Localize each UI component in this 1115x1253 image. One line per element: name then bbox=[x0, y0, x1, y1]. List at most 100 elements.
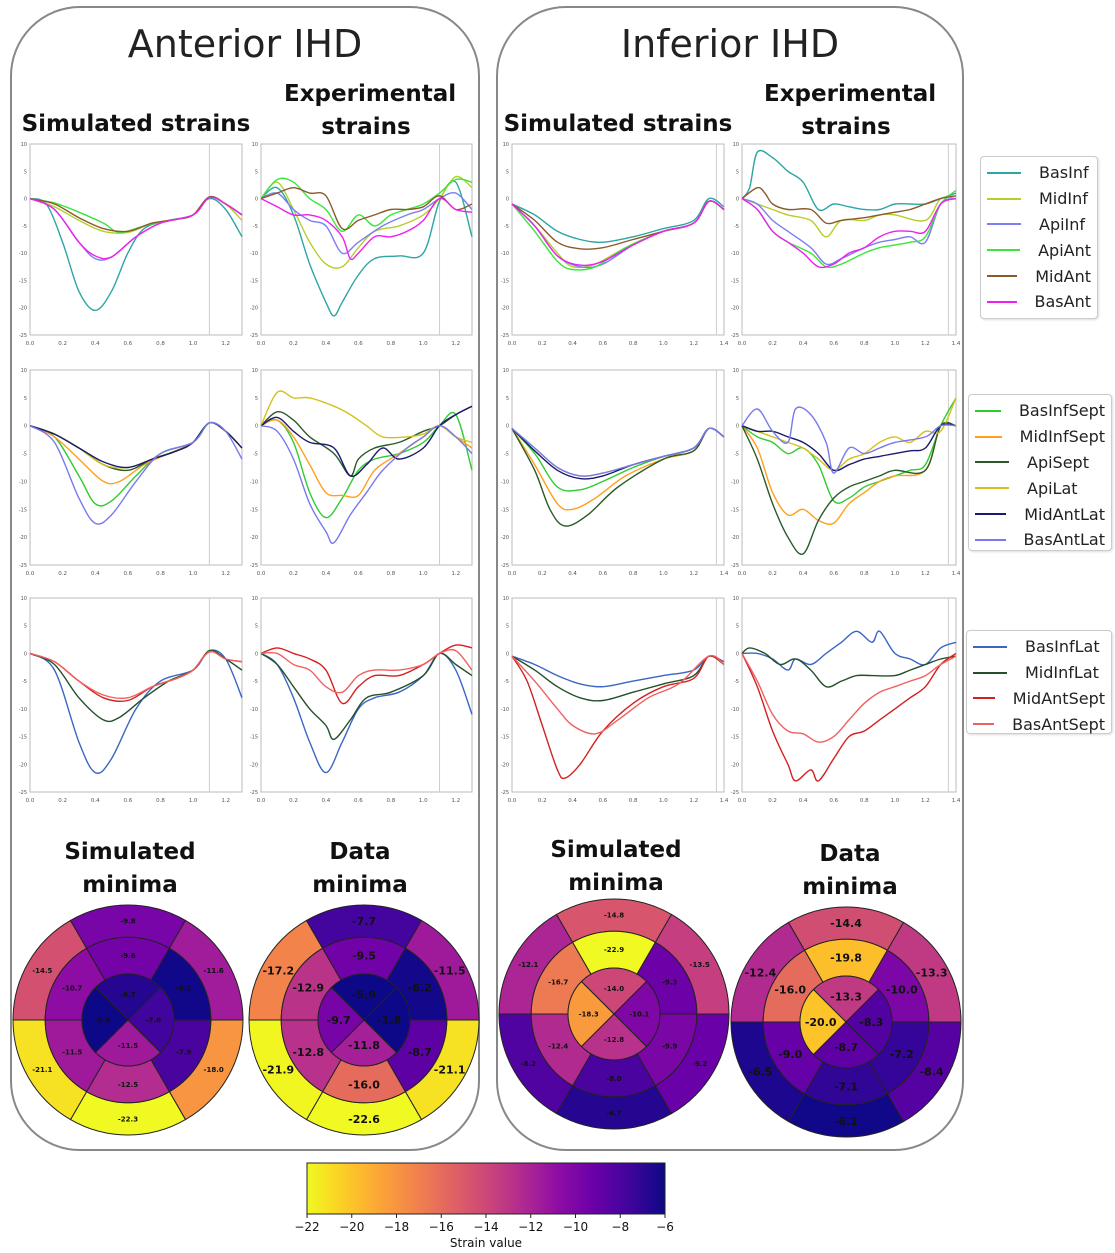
series-line-basantsept bbox=[511, 654, 725, 735]
legend-group-3: BasInfLat MidInfLat MidAntSept BasAntSep… bbox=[966, 630, 1112, 734]
legend-swatch bbox=[975, 435, 1002, 438]
series-line-basinfsept bbox=[741, 397, 957, 504]
plot-frame bbox=[29, 597, 243, 793]
x-tick-label: 1.0 bbox=[189, 798, 198, 804]
line-plot-10: 10 5 0 -5 -10 -15 -20 -25 0.0 0.2 0.4 0.6 0.8 1.0 1.2 bbox=[250, 596, 473, 804]
header-sim-minima-inferior: Simulated minima bbox=[550, 837, 682, 896]
legend-label: BasInfLat bbox=[1025, 637, 1100, 657]
x-tick-label: 0.4 bbox=[799, 571, 808, 577]
bullseye-inner-segment bbox=[812, 975, 880, 1023]
series-line-basinflat bbox=[741, 630, 957, 671]
legend-label: MidAntSept bbox=[1012, 688, 1105, 708]
x-tick-label: 1.0 bbox=[419, 341, 428, 347]
bullseye-value: -11.6 bbox=[204, 967, 224, 975]
y-tick-label: 0 bbox=[255, 197, 258, 203]
y-tick-label: 5 bbox=[736, 396, 739, 402]
bullseye-inner-segment bbox=[330, 1019, 398, 1067]
bullseye-value: -16.0 bbox=[348, 1078, 380, 1091]
bullseye-value: -12.4 bbox=[548, 1043, 568, 1051]
x-tick-label: 1.0 bbox=[189, 571, 198, 577]
y-tick-label: -25 bbox=[19, 333, 27, 339]
legend-swatch bbox=[975, 487, 1009, 490]
bullseye-value: -13.3 bbox=[830, 991, 862, 1004]
colorbar: −22 −20 −18 −16 −14 −12 −10 −8 −6 Strain value bbox=[294, 1162, 674, 1250]
series-line-apilat bbox=[741, 397, 957, 472]
series-line-midantsept bbox=[511, 655, 725, 780]
x-tick-label: 0.0 bbox=[738, 571, 747, 577]
bullseye-value: -16.7 bbox=[548, 978, 568, 986]
bullseye-value: -13.5 bbox=[690, 961, 710, 969]
y-tick-label: 10 bbox=[252, 142, 258, 148]
x-tick-label: 0.8 bbox=[156, 798, 165, 804]
bullseye-value: -18.3 bbox=[579, 1010, 599, 1018]
bullseye-value: -22.3 bbox=[118, 1115, 138, 1123]
bullseye-value: -14.0 bbox=[604, 985, 624, 993]
x-tick-label: 0.2 bbox=[289, 798, 298, 804]
bullseye-value: -21.1 bbox=[32, 1066, 52, 1074]
legend-item-basinfsept: BasInfSept bbox=[975, 398, 1105, 424]
bullseye-inner-segment bbox=[81, 986, 129, 1054]
y-tick-label: -15 bbox=[501, 735, 509, 741]
bullseye-value: -8.0 bbox=[606, 1075, 621, 1083]
bullseye-value: -6.5 bbox=[748, 1065, 772, 1078]
y-tick-label: -10 bbox=[501, 707, 509, 713]
y-tick-label: 5 bbox=[736, 169, 739, 175]
line-plot-6: 10 5 0 -5 -10 -15 -20 -25 0.0 0.2 0.4 0.6 0.8 1.0 1.2 bbox=[250, 368, 473, 577]
y-tick-label: -10 bbox=[19, 251, 27, 257]
y-tick-label: -25 bbox=[250, 563, 258, 569]
bullseye-value: -7.1 bbox=[834, 1080, 858, 1093]
y-tick-label: -10 bbox=[250, 707, 258, 713]
y-tick-label: -15 bbox=[19, 278, 27, 284]
y-tick-label: -20 bbox=[731, 306, 739, 312]
series-line-basinf bbox=[260, 180, 473, 317]
plot-frame bbox=[260, 369, 473, 566]
series-line-midantlat bbox=[741, 423, 957, 472]
bullseye-value: -8.7 bbox=[834, 1041, 858, 1054]
x-tick-label: 0.6 bbox=[598, 571, 607, 577]
legend-swatch bbox=[987, 249, 1021, 252]
colorbar-tick-label: −20 bbox=[339, 1220, 364, 1234]
legend-swatch bbox=[973, 723, 995, 726]
x-tick-label: 0.6 bbox=[598, 798, 607, 804]
x-tick-label: 1.0 bbox=[419, 571, 428, 577]
y-tick-label: -5 bbox=[22, 224, 27, 230]
bullseye-value: -11.5 bbox=[62, 1049, 82, 1057]
plot-frame bbox=[511, 369, 725, 566]
x-tick-label: 0.6 bbox=[354, 571, 363, 577]
x-tick-label: 1.2 bbox=[921, 571, 930, 577]
y-tick-label: -20 bbox=[731, 535, 739, 541]
y-tick-label: -20 bbox=[19, 306, 27, 312]
y-tick-label: -5 bbox=[504, 452, 509, 458]
legend-item-apiant: ApiAnt bbox=[987, 237, 1091, 263]
x-tick-label: 1.2 bbox=[221, 341, 230, 347]
y-tick-label: 10 bbox=[733, 142, 739, 148]
x-tick-label: 0.4 bbox=[322, 571, 331, 577]
series-line-midant bbox=[741, 186, 957, 225]
series-line-basant bbox=[29, 196, 243, 260]
y-tick-label: -25 bbox=[501, 333, 509, 339]
colorbar-label: Strain value bbox=[450, 1236, 522, 1250]
y-tick-label: 0 bbox=[24, 424, 27, 430]
legend-item-midant: MidAnt bbox=[987, 263, 1091, 289]
line-plot-8: 10 5 0 -5 -10 -15 -20 -25 0.0 0.2 0.4 0.6 0.8 1.0 1.2 1… bbox=[731, 368, 961, 577]
x-tick-label: 0.2 bbox=[289, 571, 298, 577]
legend-label: ApiSept bbox=[1027, 452, 1089, 472]
bullseye-value: -11.8 bbox=[348, 1039, 380, 1052]
x-tick-label: 0.2 bbox=[58, 341, 67, 347]
bullseye-value: -16.0 bbox=[774, 984, 806, 997]
panel-title-inferior: Inferior IHD bbox=[620, 22, 840, 66]
y-tick-label: -5 bbox=[253, 224, 258, 230]
x-tick-label: 1.4 bbox=[952, 798, 961, 804]
y-tick-label: -25 bbox=[19, 790, 27, 796]
bullseye-value: -21.9 bbox=[262, 1063, 294, 1076]
plot-frame bbox=[741, 143, 957, 336]
y-tick-label: -10 bbox=[19, 707, 27, 713]
y-tick-label: -15 bbox=[501, 507, 509, 513]
y-tick-label: 10 bbox=[733, 596, 739, 602]
x-tick-label: 1.4 bbox=[720, 341, 729, 347]
legend-group-2: BasInfSept MidInfSept ApiSept ApiLat Mid… bbox=[968, 394, 1112, 551]
series-line-basinf bbox=[741, 149, 957, 212]
y-tick-label: -10 bbox=[731, 707, 739, 713]
y-tick-label: -10 bbox=[731, 251, 739, 257]
